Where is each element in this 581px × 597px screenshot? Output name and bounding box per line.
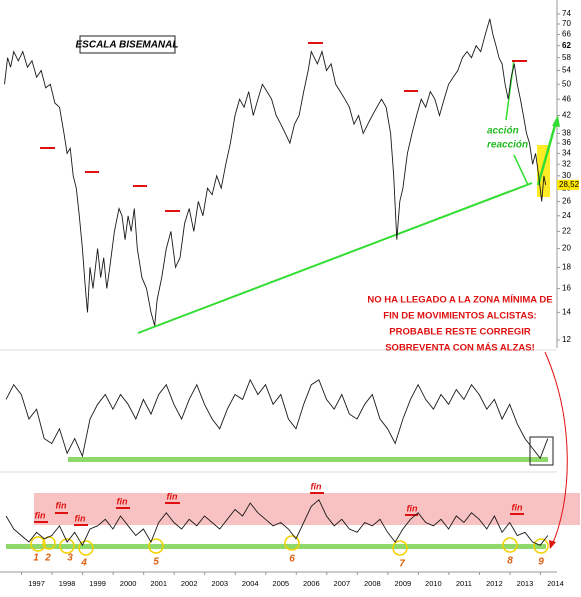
y-tick-label: 74 (562, 9, 571, 18)
title-box (79, 35, 176, 54)
resistance-marks (34, 42, 527, 526)
price-label-box (557, 179, 579, 190)
circle (502, 537, 518, 553)
support-band (68, 457, 548, 462)
circles (30, 535, 549, 556)
fin-label: fin (35, 510, 46, 520)
number-label: 6 (289, 554, 295, 565)
annotation: FIN DE MOVIMIENTOS ALCISTAS: (383, 311, 536, 322)
number-label: 2 (44, 553, 51, 564)
number-label: 5 (153, 557, 159, 568)
x-tick-label: 2005 (272, 579, 289, 588)
x-tick-label: 2011 (456, 579, 472, 588)
annotation: acción (487, 126, 519, 137)
x-tick-label: 2014 (547, 579, 564, 588)
y-tick-label: 66 (562, 30, 571, 39)
y-tick-label: 24 (562, 211, 571, 220)
trend-line (137, 182, 533, 334)
arrow (536, 121, 558, 186)
y-tick-label: 18 (562, 262, 571, 271)
y-tick-label: 12 (562, 335, 571, 344)
circle (533, 538, 549, 554)
x-tick-label: 2013 (517, 579, 534, 588)
annotation: SOBREVENTA CON MÁS ALZAS! (385, 343, 535, 354)
arrow (544, 351, 568, 546)
number-label: 9 (538, 557, 544, 568)
y-tick-label: 50 (562, 79, 571, 88)
x-tick-label: 2007 (333, 579, 350, 588)
y-tick-label: 20 (562, 244, 571, 253)
y-tick-label: 62 (562, 41, 571, 50)
fin-label: fin (117, 496, 128, 506)
arrow-head (549, 540, 556, 549)
x-tick-label: 2004 (242, 579, 259, 588)
x-tick-label: 1999 (89, 579, 106, 588)
x-tick-label: 1998 (59, 579, 76, 588)
series-line (5, 378, 549, 460)
y-tick-label: 32 (562, 159, 571, 168)
x-tick-label: 2000 (120, 579, 137, 588)
y-tick-label: 16 (562, 284, 571, 293)
number-label: 7 (399, 559, 405, 570)
circle (78, 540, 94, 556)
arrow (513, 154, 529, 186)
y-tick-label: 46 (562, 94, 571, 103)
y-tick-label: 42 (562, 111, 571, 120)
y-tick-label: 26 (562, 197, 571, 206)
series-line (4, 18, 547, 326)
fin-label: fin (167, 491, 178, 501)
x-tick-label: 2008 (364, 579, 381, 588)
y-tick-label: 70 (562, 19, 571, 28)
x-tick-label: 2012 (486, 579, 503, 588)
circle (284, 535, 300, 551)
x-tick-label: 2006 (303, 579, 320, 588)
annotation: NO HA LLEGADO A LA ZONA MÍNIMA DE (367, 295, 552, 306)
y-tick-label: 58 (562, 53, 571, 62)
y-tick-label: 38 (562, 129, 571, 138)
number-label: 4 (80, 558, 87, 569)
y-tick-label: 36 (562, 138, 571, 147)
x-tick-label: 2002 (181, 579, 198, 588)
number-label: 8 (507, 556, 513, 567)
x-tick-label: 2009 (395, 579, 412, 588)
y-tick-label: 34 (562, 148, 571, 157)
support-band (6, 544, 546, 549)
circle (30, 536, 46, 552)
chart-title: ESCALA BISEMANAL (76, 40, 179, 51)
y-tick-label: 30 (562, 171, 571, 180)
fin-label: fin (75, 513, 86, 523)
arrow-head (552, 115, 560, 127)
x-tick-label: 2003 (211, 579, 228, 588)
y-tick-label: 14 (562, 307, 571, 316)
circle (59, 538, 75, 554)
annotation: PROBABLE RESTE CORREGIR (389, 327, 531, 338)
circle (392, 540, 408, 556)
x-tick-label: 2010 (425, 579, 442, 588)
number-label: 3 (67, 553, 73, 564)
fin-label: fin (56, 500, 67, 510)
annotation: reacción (487, 140, 528, 151)
y-tick-label: 54 (562, 66, 571, 75)
price-label: 28,52 (559, 180, 580, 189)
fin-label: fin (407, 503, 418, 513)
x-tick-label: 2001 (150, 579, 167, 588)
fin-label: fin (311, 481, 322, 491)
fin-label: fin (512, 502, 523, 512)
number-label: 1 (33, 553, 39, 564)
circle (148, 538, 164, 554)
series-line (5, 499, 549, 547)
highlight-box (529, 436, 554, 466)
x-tick-label: 1997 (28, 579, 45, 588)
y-tick-label: 22 (562, 226, 571, 235)
